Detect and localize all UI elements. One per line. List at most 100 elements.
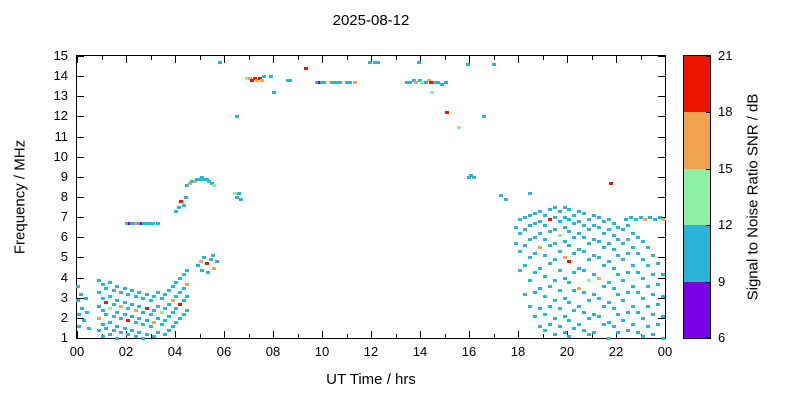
data-point	[97, 278, 102, 282]
axis-tick	[224, 331, 225, 338]
colorbar-tick-label: 18	[718, 104, 733, 120]
data-point	[633, 218, 638, 222]
data-point	[653, 218, 658, 222]
axis-tick	[665, 56, 666, 63]
axis-tick	[77, 331, 78, 338]
data-point	[204, 262, 209, 266]
axis-tick	[175, 56, 176, 63]
data-point	[572, 252, 577, 256]
data-point	[122, 312, 127, 316]
data-point	[155, 316, 160, 320]
axis-minor-tick	[249, 56, 250, 60]
data-point	[268, 75, 273, 79]
data-point	[185, 268, 190, 272]
data-point	[181, 204, 186, 208]
data-point	[513, 242, 518, 246]
data-point	[152, 320, 157, 324]
data-point	[518, 218, 523, 222]
data-point	[616, 238, 621, 242]
axis-minor-tick	[396, 334, 397, 338]
axis-tick	[658, 137, 665, 138]
data-point	[591, 214, 596, 218]
data-point	[606, 300, 611, 304]
data-point	[582, 328, 587, 332]
y-tick-label: 8	[60, 189, 68, 204]
y-tick-label: 15	[53, 48, 68, 63]
data-point	[587, 218, 592, 222]
data-point	[643, 218, 648, 222]
data-point	[108, 294, 113, 298]
axis-tick	[658, 318, 665, 319]
data-point	[609, 181, 614, 185]
data-point	[411, 79, 416, 83]
data-point	[174, 210, 179, 214]
data-point	[538, 306, 543, 310]
data-point	[469, 173, 474, 177]
axis-tick	[77, 116, 84, 117]
data-point	[100, 334, 105, 338]
axis-minor-tick	[592, 56, 593, 60]
data-point	[328, 81, 333, 85]
data-point	[645, 304, 650, 308]
data-point	[414, 81, 419, 85]
data-point	[587, 278, 592, 282]
y-tick-label: 9	[60, 169, 68, 184]
axis-minor-tick	[200, 56, 201, 60]
y-tick-label: 14	[53, 68, 68, 83]
axis-tick	[371, 56, 372, 63]
data-point	[601, 284, 606, 288]
axis-minor-tick	[494, 56, 495, 60]
data-point	[272, 91, 277, 95]
data-point	[119, 304, 124, 308]
data-point	[159, 310, 164, 314]
data-point	[163, 318, 168, 322]
data-point	[322, 81, 327, 85]
data-point	[367, 61, 372, 65]
data-point	[104, 312, 109, 316]
colorbar-label: Signal to Noise Ratio SNR / dB	[744, 93, 762, 301]
data-point	[547, 218, 552, 222]
data-point	[170, 310, 175, 314]
data-point	[661, 218, 666, 222]
colorbar-tick	[706, 225, 710, 226]
axis-tick	[658, 177, 665, 178]
data-point	[577, 304, 582, 308]
axis-tick	[77, 96, 84, 97]
data-point	[87, 326, 92, 330]
data-point	[542, 238, 547, 242]
data-point	[104, 326, 109, 330]
data-point	[119, 330, 124, 334]
colorbar-tick	[706, 282, 710, 283]
data-point	[304, 67, 309, 71]
data-point	[596, 256, 601, 260]
x-tick-label: 02	[118, 344, 134, 359]
colorbar-tick-label: 21	[718, 48, 733, 63]
data-point	[557, 268, 562, 272]
data-point	[542, 274, 547, 278]
data-point	[430, 91, 435, 95]
data-point	[547, 262, 552, 266]
data-point	[444, 111, 449, 115]
data-point	[645, 264, 650, 268]
x-tick-label: 06	[216, 344, 232, 359]
data-point	[640, 258, 645, 262]
data-point	[137, 304, 142, 308]
data-point	[591, 224, 596, 228]
data-point	[591, 272, 596, 276]
x-tick-label: 00	[657, 344, 673, 359]
data-point	[533, 314, 538, 318]
axis-tick	[322, 331, 323, 338]
data-point	[235, 196, 240, 199]
data-point	[142, 222, 147, 226]
data-point	[577, 266, 582, 270]
data-point	[626, 270, 631, 274]
data-point	[185, 308, 190, 312]
data-point	[144, 318, 149, 322]
data-point	[626, 310, 631, 314]
data-point	[562, 216, 567, 220]
axis-tick	[77, 298, 84, 299]
data-point	[523, 216, 528, 220]
data-point	[631, 246, 636, 250]
data-point	[170, 284, 175, 288]
data-point	[538, 220, 543, 224]
